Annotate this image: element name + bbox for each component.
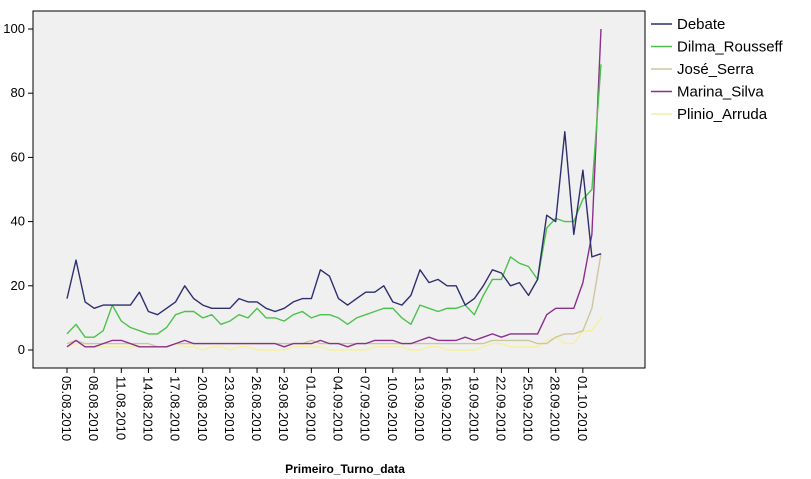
series-lines <box>66 28 602 351</box>
x-tick-label: 11.08.2010 <box>113 376 128 440</box>
x-tick-label: 08.08.2010 <box>86 376 101 441</box>
y-tick-label: 0 <box>18 342 25 357</box>
x-tick-label: 14.08.2010 <box>140 376 155 441</box>
legend: Debate Dilma_Rousseff José_Serra Marina_Sil… <box>651 16 783 123</box>
legend-label: Debate <box>677 16 725 33</box>
x-tick-label: 16.09.2010 <box>439 376 454 441</box>
y-tick-label: 60 <box>11 149 25 164</box>
x-tick-label: 19.09.2010 <box>466 376 481 441</box>
x-tick-label: 22.09.2010 <box>493 376 508 441</box>
plot-area <box>32 10 646 369</box>
x-tick-label: 13.09.2010 <box>412 376 427 441</box>
x-tick-label: 20.08.2010 <box>195 376 210 441</box>
series-line-dilma_rousseff <box>66 64 602 338</box>
x-tick-label: 17.08.2010 <box>168 376 183 441</box>
x-tick-label: 05.08.2010 <box>59 376 74 441</box>
y-tick-label: 100 <box>3 21 25 36</box>
legend-label: Plinio_Arruda <box>677 106 768 123</box>
x-tick-label: 28.09.2010 <box>548 376 563 441</box>
legend-label: Dilma_Rousseff <box>677 39 783 56</box>
y-tick-label: 20 <box>11 278 25 293</box>
y-axis: 0 20 40 60 80 100 <box>3 21 33 357</box>
x-axis: 05.08.2010 08.08.2010 11.08.2010 14.08.2010… <box>59 368 590 441</box>
x-tick-label: 01.10.2010 <box>575 376 590 441</box>
x-tick-label: 07.09.2010 <box>358 376 373 441</box>
x-tick-label: 25.09.2010 <box>521 376 536 441</box>
legend-label: José_Serra <box>677 61 754 78</box>
y-tick-label: 80 <box>11 85 25 100</box>
x-tick-label: 10.09.2010 <box>385 376 400 441</box>
series-line-marina_silva <box>66 28 602 348</box>
x-tick-label: 26.08.2010 <box>249 376 264 441</box>
x-tick-label: 29.08.2010 <box>276 376 291 441</box>
series-line-debate <box>66 130 602 316</box>
x-tick-label: 01.09.2010 <box>303 376 318 441</box>
x-tick-label: 04.09.2010 <box>331 376 346 441</box>
x-axis-title: Primeiro_Turno_data <box>285 462 405 476</box>
y-tick-label: 40 <box>11 214 25 229</box>
x-tick-label: 23.08.2010 <box>222 376 237 441</box>
legend-label: Marina_Silva <box>677 84 764 101</box>
